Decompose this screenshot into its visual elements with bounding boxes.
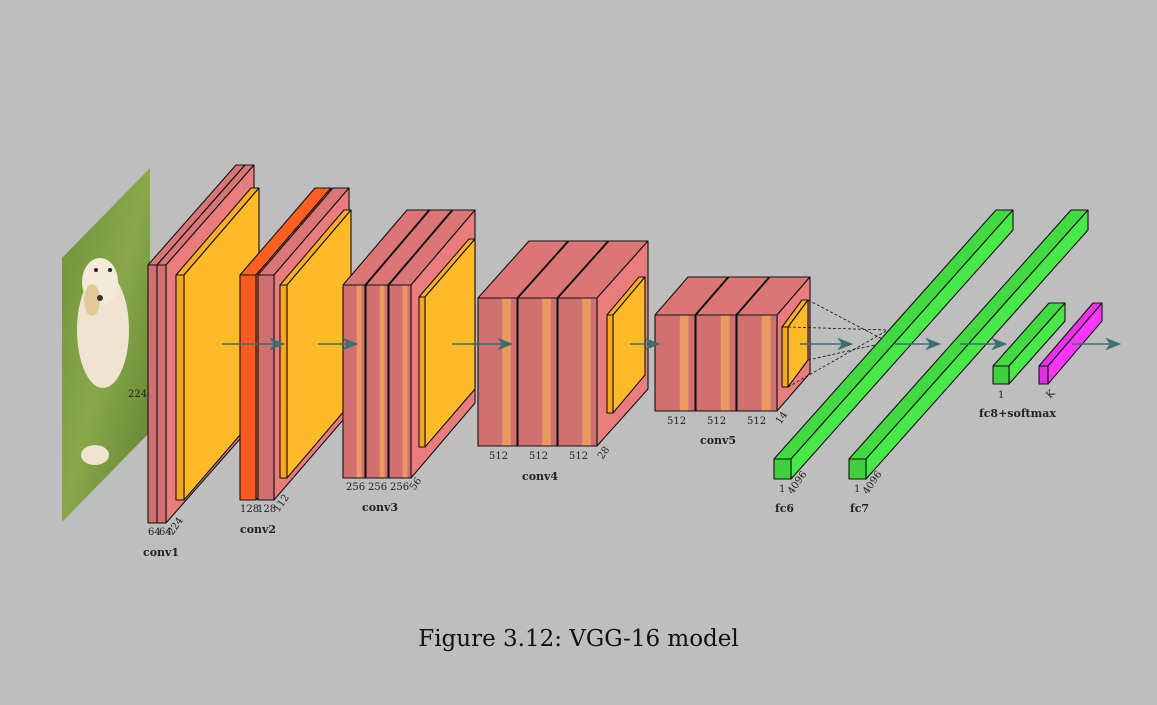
conv4-name: conv4 xyxy=(522,470,558,483)
conv4-ch3-label: 512 xyxy=(569,451,588,462)
conv5-ch2-label: 512 xyxy=(707,416,726,427)
fc8-units-label: K xyxy=(1044,388,1057,401)
conv5-layer3-stripe xyxy=(761,315,771,411)
conv3-layer3-stripe xyxy=(402,285,408,478)
conv4-ch2-label: 512 xyxy=(529,451,548,462)
conv4-layer1-stripe xyxy=(502,298,511,446)
conv4-layer3-stripe xyxy=(582,298,591,446)
conv5-ch1-label: 512 xyxy=(667,416,686,427)
fc7-layer-front xyxy=(848,458,867,480)
input-size-label: 224 xyxy=(128,389,147,400)
fc6-layer-front xyxy=(773,458,792,480)
conv4-spatial-label: 28 xyxy=(596,445,612,462)
conv5-layer1-front xyxy=(654,314,696,412)
conv3-layer3-front xyxy=(388,284,412,479)
projection-line-3 xyxy=(807,341,889,361)
conv2-layer2-front xyxy=(257,274,275,501)
conv5-spatial-label: 14 xyxy=(774,410,790,427)
fc7-name: fc7 xyxy=(850,502,869,515)
pool5-front xyxy=(781,326,789,388)
fc8-layer-front xyxy=(992,365,1010,385)
conv5-layer3-front xyxy=(736,314,778,412)
conv5-name: conv5 xyxy=(700,434,736,447)
fc6-name: fc6 xyxy=(775,502,794,515)
conv3-layer1-stripe xyxy=(356,285,362,478)
pool3-front xyxy=(418,296,426,448)
conv3-layer2-stripe xyxy=(379,285,385,478)
conv3-ch1-label: 256 xyxy=(346,482,365,493)
fc6-depth-label: 1 xyxy=(779,484,785,495)
conv3-ch3-label: 256 xyxy=(390,482,409,493)
conv4-layer2-front xyxy=(517,297,558,447)
network-layers xyxy=(147,164,1122,524)
conv5-ch3-label: 512 xyxy=(747,416,766,427)
conv1-layer2-front xyxy=(156,264,167,524)
input-image xyxy=(62,168,150,522)
softmax-layer-front xyxy=(1038,365,1049,385)
fc8-name: fc8+softmax xyxy=(979,407,1056,420)
pool4-front xyxy=(606,314,614,414)
conv4-layer3-front xyxy=(557,297,598,447)
conv3-layer1-front xyxy=(342,284,366,479)
conv1-ch1-label: 64 xyxy=(148,527,161,538)
fc7-depth-label: 1 xyxy=(854,484,860,495)
pool2-front xyxy=(279,284,288,479)
conv2-name: conv2 xyxy=(240,523,276,536)
conv4-layer2-stripe xyxy=(542,298,551,446)
projection-line-1 xyxy=(807,299,889,343)
conv1-ch2-label: 64 xyxy=(159,527,172,538)
projection-line-0 xyxy=(787,326,889,331)
conv1-layer1-front xyxy=(147,264,158,524)
conv2-ch1-label: 128 xyxy=(240,504,259,515)
pool1-front xyxy=(175,274,185,501)
conv3-name: conv3 xyxy=(362,501,398,514)
conv2-layer1-front xyxy=(239,274,257,501)
fc8-depth-label: 1 xyxy=(998,390,1004,401)
conv2-ch2-label: 128 xyxy=(257,504,276,515)
conv4-layer1-front xyxy=(477,297,518,447)
conv4-ch1-label: 512 xyxy=(489,451,508,462)
conv5-layer2-stripe xyxy=(720,315,730,411)
conv1-name: conv1 xyxy=(143,546,179,559)
projection-line-2 xyxy=(787,329,889,388)
figure-caption: Figure 3.12: VGG-16 model xyxy=(418,626,739,652)
conv5-layer1-stripe xyxy=(679,315,689,411)
conv3-layer2-front xyxy=(365,284,389,479)
conv3-ch2-label: 256 xyxy=(368,482,387,493)
conv5-layer2-front xyxy=(695,314,737,412)
